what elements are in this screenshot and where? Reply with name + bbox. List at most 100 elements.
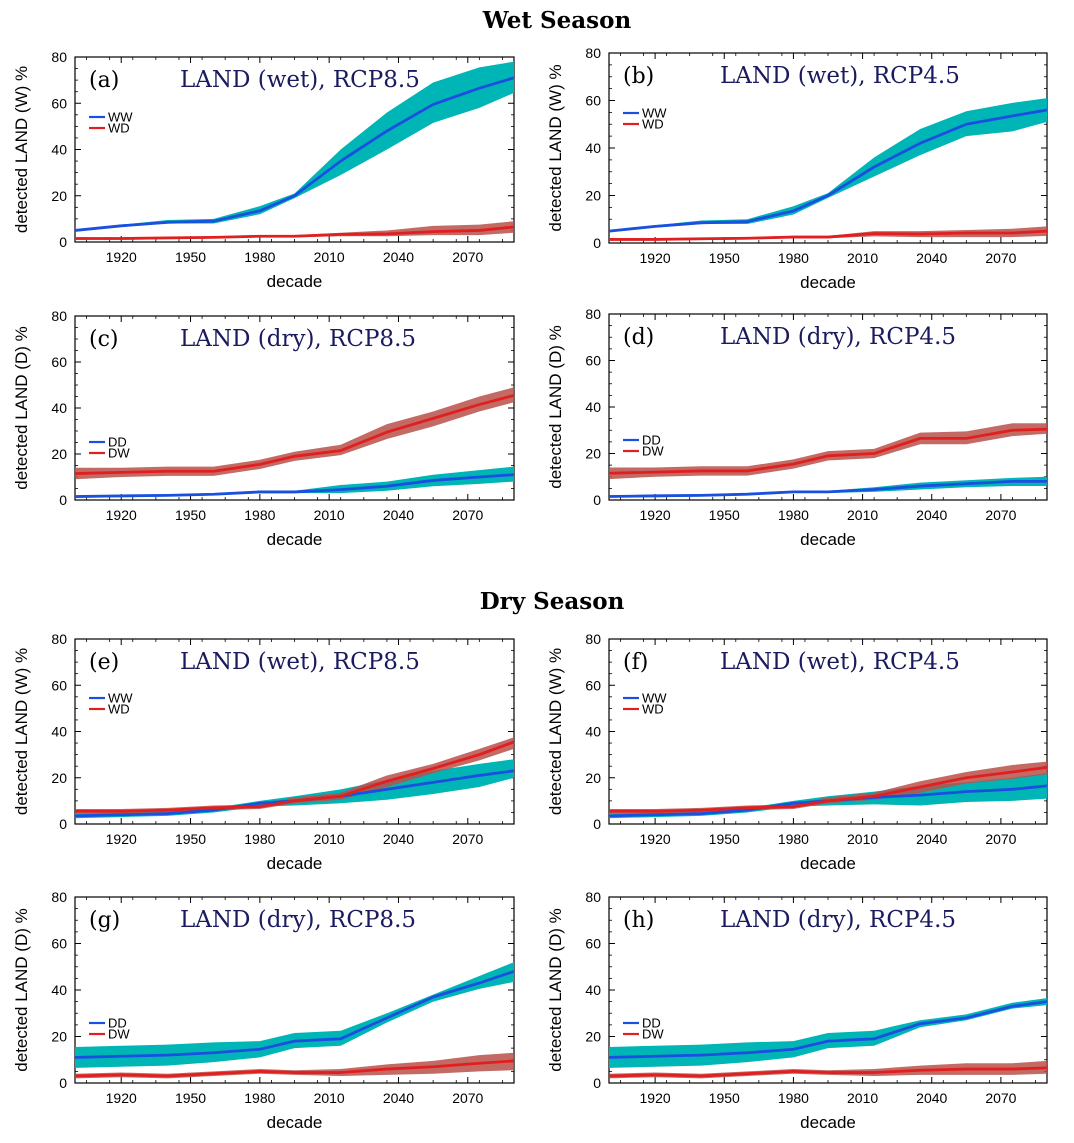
x-tick-label: 2040	[916, 250, 947, 266]
section-title-dry: Dry Season	[480, 588, 625, 615]
legend-label-dd: DD	[108, 435, 127, 450]
band-ww	[75, 61, 514, 232]
x-tick-label: 1950	[175, 831, 206, 847]
y-axis-label: detected LAND (D) %	[12, 908, 31, 1071]
x-tick-label: 2040	[383, 831, 414, 847]
band-ww	[609, 98, 1047, 233]
x-tick-label: 2070	[452, 1090, 483, 1106]
legend-label-wd: WD	[108, 121, 130, 136]
y-tick-label: 40	[585, 399, 601, 415]
x-tick-label: 2040	[383, 1090, 414, 1106]
legend-label-dw: DW	[642, 444, 664, 459]
y-tick-label: 20	[585, 770, 601, 786]
y-tick-label: 60	[585, 677, 601, 693]
panel-title: LAND (dry), RCP4.5	[720, 324, 956, 350]
y-tick-label: 20	[51, 770, 67, 786]
y-tick-label: 80	[585, 45, 601, 61]
y-tick-label: 60	[585, 936, 601, 952]
y-tick-label: 20	[51, 188, 67, 204]
x-tick-label: 2070	[452, 507, 483, 523]
y-tick-label: 0	[593, 816, 601, 832]
y-tick-label: 20	[585, 188, 601, 204]
panel-label: (h)	[623, 908, 654, 933]
x-axis-label: decade	[800, 273, 856, 292]
legend-label-ww: WW	[642, 691, 667, 706]
legend-label-wd: WD	[642, 117, 664, 132]
panel-label: (f)	[623, 650, 648, 675]
x-axis-label: decade	[267, 272, 323, 291]
panel-title: LAND (dry), RCP8.5	[180, 326, 416, 352]
x-axis-label: decade	[267, 530, 323, 549]
x-axis-label: decade	[267, 1113, 323, 1132]
y-tick-label: 60	[51, 936, 67, 952]
x-axis-label: decade	[800, 854, 856, 873]
band-wd	[75, 221, 514, 240]
y-tick-label: 40	[51, 142, 67, 158]
x-tick-label: 2010	[847, 507, 878, 523]
y-tick-label: 0	[593, 1075, 601, 1091]
x-tick-label: 1950	[709, 507, 740, 523]
x-tick-label: 1950	[709, 250, 740, 266]
legend-label-ww: WW	[108, 110, 133, 125]
y-tick-label: 0	[59, 492, 67, 508]
x-tick-label: 2010	[847, 831, 878, 847]
x-tick-label: 2040	[916, 507, 947, 523]
y-tick-label: 60	[51, 354, 67, 370]
band-dw	[75, 1052, 514, 1079]
y-tick-label: 80	[51, 308, 67, 324]
y-tick-label: 80	[51, 889, 67, 905]
x-tick-label: 1920	[640, 1090, 671, 1106]
legend-label-dw: DW	[108, 1027, 130, 1042]
panel-label: (c)	[89, 327, 119, 352]
x-tick-label: 2070	[452, 249, 483, 265]
y-tick-label: 40	[585, 724, 601, 740]
x-tick-label: 2070	[985, 831, 1016, 847]
y-axis-label: detected LAND (D) %	[546, 325, 565, 488]
y-axis-label: detected LAND (D) %	[12, 326, 31, 489]
x-tick-label: 2010	[314, 831, 345, 847]
x-tick-label: 1980	[244, 249, 275, 265]
legend-label-wd: WD	[642, 702, 664, 717]
y-axis-label: detected LAND (W) %	[546, 64, 565, 231]
series-line-dd	[74, 473, 515, 498]
x-tick-label: 1980	[244, 507, 275, 523]
x-tick-label: 1950	[175, 249, 206, 265]
series-line-ww	[608, 108, 1048, 233]
y-tick-label: 40	[51, 982, 67, 998]
series-line-dw	[74, 1059, 515, 1078]
series-line-wd	[75, 740, 515, 813]
series-line-wd	[609, 765, 1048, 813]
x-tick-label: 2010	[314, 507, 345, 523]
x-tick-label: 1980	[244, 1090, 275, 1106]
legend-label-ww: WW	[108, 691, 133, 706]
legend-label-dw: DW	[642, 1027, 664, 1042]
x-tick-label: 1920	[640, 507, 671, 523]
band-dd	[609, 998, 1047, 1068]
panel-label: (e)	[89, 650, 119, 675]
y-tick-label: 20	[51, 1029, 67, 1045]
y-tick-label: 20	[585, 1029, 601, 1045]
x-tick-label: 1920	[640, 831, 671, 847]
x-tick-label: 2040	[916, 831, 947, 847]
section-title-wet: Wet Season	[482, 7, 632, 34]
y-tick-label: 20	[585, 446, 601, 462]
x-tick-label: 1920	[106, 249, 137, 265]
legend-label-ww: WW	[642, 106, 667, 121]
x-tick-label: 2040	[383, 507, 414, 523]
x-tick-label: 2070	[985, 507, 1016, 523]
band-wd	[609, 761, 1047, 814]
panel-title: LAND (wet), RCP8.5	[180, 67, 420, 93]
series-line-dw	[74, 393, 515, 475]
series-line-dw	[608, 427, 1048, 475]
x-tick-label: 1920	[106, 831, 137, 847]
y-tick-label: 40	[585, 140, 601, 156]
panel-label: (d)	[623, 325, 654, 350]
x-tick-label: 2070	[452, 831, 483, 847]
legend-label-wd: WD	[108, 702, 130, 717]
